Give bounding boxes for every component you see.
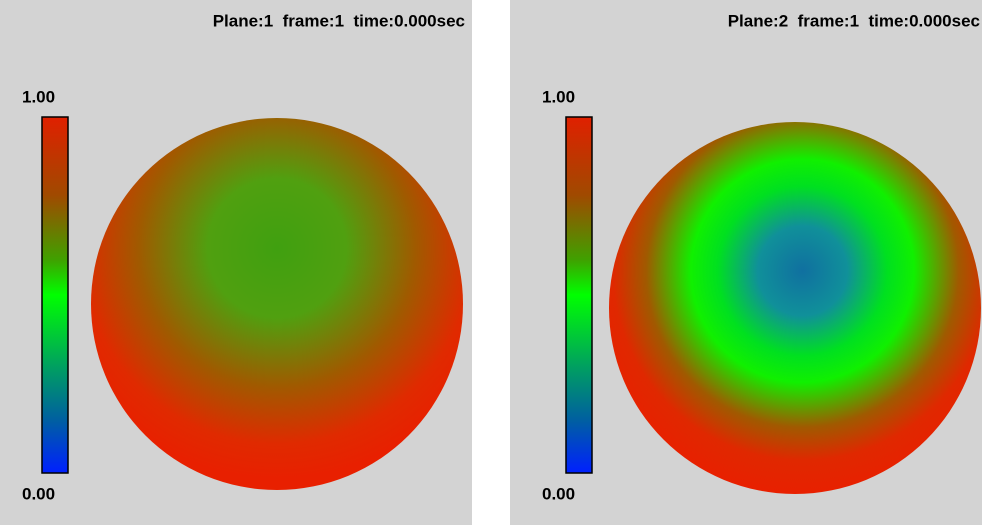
scale-max: 1.00 [542,87,575,106]
panel: Plane:2 frame:1 time:0.000sec 1.00 0.00 [510,0,982,525]
color-bar [565,116,593,474]
image-circle [91,118,463,490]
panel-title: Plane:1 frame:1 time:0.000sec [213,11,465,30]
scale-min: 0.00 [22,484,55,503]
panel-title: Plane:2 frame:1 time:0.000sec [728,11,980,30]
scale-min: 0.00 [542,484,575,503]
scale-max: 1.00 [22,87,55,106]
image-circle [609,122,981,494]
panel: Plane:1 frame:1 time:0.000sec 1.00 0.00 [0,0,472,525]
color-bar [41,116,69,474]
